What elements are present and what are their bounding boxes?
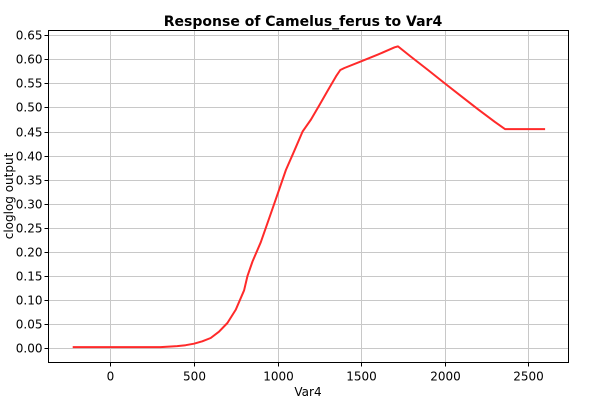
y-tick-label: 0.35 (16, 174, 43, 188)
y-tick-label: 0.45 (16, 126, 43, 140)
y-tick-label: 0.30 (16, 198, 43, 212)
grid (48, 30, 569, 363)
series (72, 45, 546, 349)
y-tick-label: 0.15 (16, 270, 43, 284)
x-tick-label: 2500 (513, 370, 544, 384)
y-tick-label: 0.00 (16, 342, 43, 356)
y-tick-label: 0.05 (16, 318, 43, 332)
x-tick-labels: 0 500 1000 1500 2000 2500 (107, 370, 544, 384)
axis-ticks (44, 35, 529, 367)
y-tick-label: 0.20 (16, 246, 43, 260)
y-tick-labels: 0.00 0.05 0.10 0.15 0.20 0.25 0.30 0.35 0.40 0.45… (16, 29, 43, 356)
x-tick-label: 1000 (263, 370, 294, 384)
chart-title: Response of Camelus_ferus to Var4 (164, 14, 443, 30)
y-axis-label: cloglog output (2, 152, 16, 239)
y-tick-label: 0.65 (16, 29, 43, 43)
y-tick-label: 0.60 (16, 53, 43, 67)
series-line-0 (72, 45, 546, 349)
x-axis-label: Var4 (294, 385, 321, 399)
y-tick-label: 0.25 (16, 222, 43, 236)
x-tick-label: 1500 (346, 370, 377, 384)
y-tick-label: 0.55 (16, 77, 43, 91)
x-tick-label: 2000 (430, 370, 461, 384)
y-tick-label: 0.40 (16, 150, 43, 164)
y-tick-label: 0.10 (16, 294, 43, 308)
plot-frame (48, 30, 569, 363)
x-tick-label: 500 (183, 370, 206, 384)
x-tick-label: 0 (107, 370, 115, 384)
y-tick-label: 0.50 (16, 101, 43, 115)
